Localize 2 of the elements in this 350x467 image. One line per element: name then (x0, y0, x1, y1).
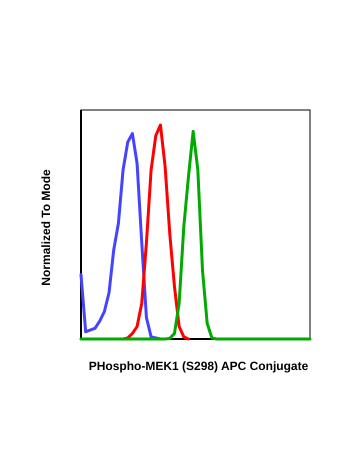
x-axis-title: PHospho-MEK1 (S298) APC Conjugate (88, 359, 309, 373)
y-axis-title: Normalized To Mode (39, 168, 53, 286)
